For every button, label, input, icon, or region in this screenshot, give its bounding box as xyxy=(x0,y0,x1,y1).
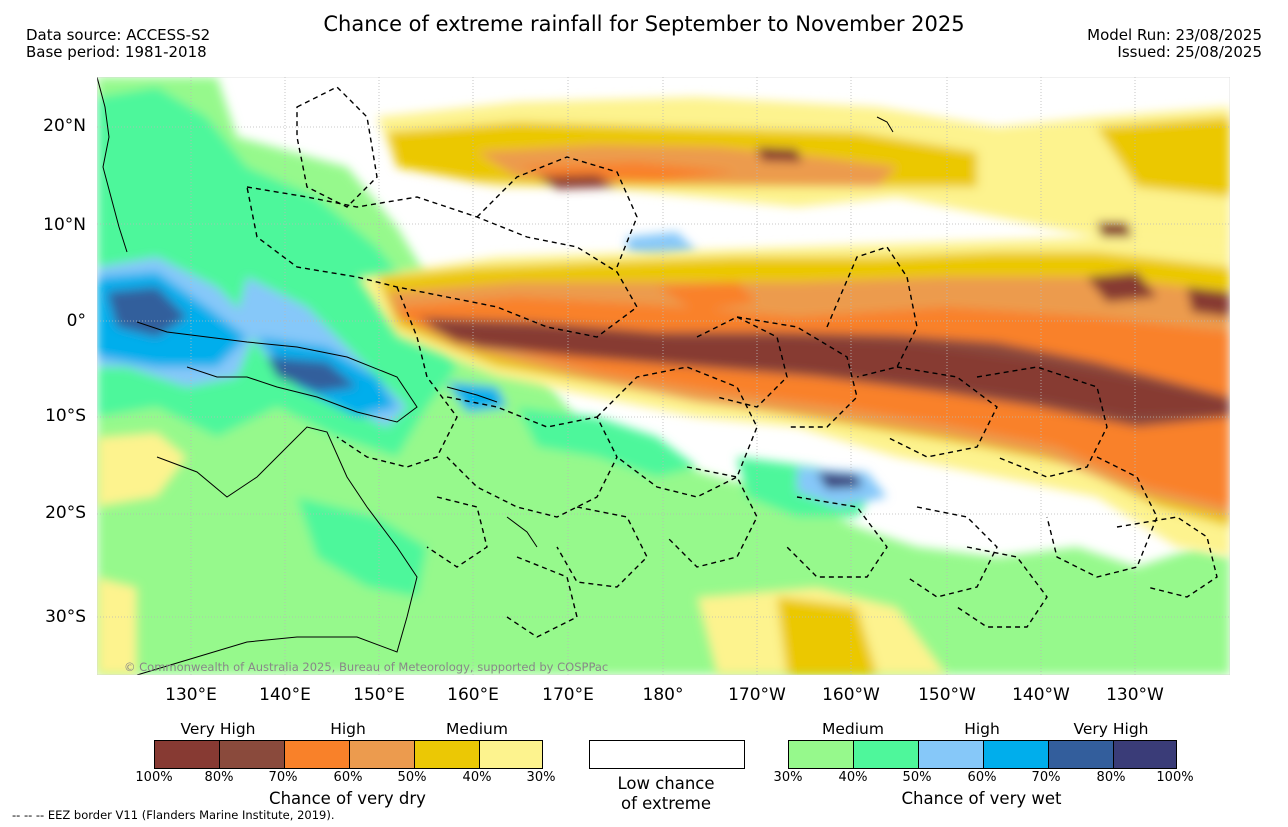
lon-label-130w: 130°W xyxy=(1106,685,1164,705)
dry-tick-50: 50% xyxy=(397,770,427,785)
dry-header-high: High xyxy=(330,720,366,738)
dry-caption: Chance of very dry xyxy=(269,789,426,808)
lon-label-130e: 130°E xyxy=(165,685,217,705)
lon-label-150e: 150°E xyxy=(353,685,405,705)
lat-label-0: 0° xyxy=(66,311,86,331)
dry-swatch-1 xyxy=(155,741,220,768)
dry-tick-100: 100% xyxy=(135,770,173,785)
lat-label-10n: 10°N xyxy=(43,215,86,235)
dry-tick-60: 60% xyxy=(333,770,363,785)
low-chance-line2: of extreme xyxy=(620,794,712,813)
data-info: Data source: ACCESS-S2 Base period: 1981… xyxy=(26,27,210,61)
base-period: Base period: 1981-2018 xyxy=(26,43,207,61)
solomon-coast xyxy=(446,386,498,403)
wet-tick-60: 60% xyxy=(967,770,997,785)
dry-swatch-5 xyxy=(415,741,480,768)
data-source: Data source: ACCESS-S2 xyxy=(26,26,211,44)
dry-legend-bar xyxy=(154,740,543,769)
lon-label-180: 180° xyxy=(642,685,684,705)
run-info: Model Run: 23/08/2025 Issued: 25/08/2025 xyxy=(1087,27,1262,61)
model-run: Model Run: 23/08/2025 xyxy=(1087,26,1262,44)
wet-caption: Chance of very wet xyxy=(901,789,1062,808)
dry-swatch-4 xyxy=(350,741,415,768)
wet-region-layer xyxy=(97,77,1230,675)
wet-tick-50: 50% xyxy=(902,770,932,785)
lon-label-140w: 140°W xyxy=(1012,685,1070,705)
wet-tick-70: 70% xyxy=(1031,770,1061,785)
dry-tick-40: 40% xyxy=(462,770,492,785)
wet-header-very-high: Very High xyxy=(1073,720,1149,738)
dry-tick-80: 80% xyxy=(204,770,234,785)
dry-header-very-high: Very High xyxy=(180,720,256,738)
eez-borders xyxy=(246,86,1218,638)
low-chance-swatch xyxy=(589,740,745,769)
lat-label-20s: 20°S xyxy=(45,503,86,523)
lat-label-20n: 20°N xyxy=(43,116,86,136)
philippines-coast xyxy=(97,77,128,253)
lon-label-140e: 140°E xyxy=(259,685,311,705)
dry-swatch-3 xyxy=(285,741,350,768)
wet-header-medium: Medium xyxy=(822,720,884,738)
wet-tick-80: 80% xyxy=(1096,770,1126,785)
lon-label-170w: 170°W xyxy=(728,685,786,705)
wet-legend-bar xyxy=(788,740,1177,769)
wet-swatch-5 xyxy=(1049,741,1114,768)
dry-tick-70: 70% xyxy=(268,770,298,785)
australia-coast xyxy=(136,426,418,675)
low-chance-line1: Low chance xyxy=(617,774,715,793)
rainfall-map xyxy=(97,77,1230,675)
dry-header-medium: Medium xyxy=(446,720,508,738)
lon-label-160e: 160°E xyxy=(447,685,499,705)
coastlines xyxy=(97,77,894,675)
lon-label-150w: 150°W xyxy=(918,685,976,705)
dry-swatch-2 xyxy=(220,741,285,768)
wet-swatch-4 xyxy=(984,741,1049,768)
lat-label-10s: 10°S xyxy=(45,406,86,426)
dry-tick-30: 30% xyxy=(526,770,556,785)
wet-header-high: High xyxy=(964,720,1000,738)
lat-label-30s: 30°S xyxy=(45,607,86,627)
wet-swatch-2 xyxy=(854,741,919,768)
new-guinea-coast xyxy=(136,321,418,423)
wet-tick-40: 40% xyxy=(838,770,868,785)
map-title: Chance of extreme rainfall for September… xyxy=(323,12,965,36)
dry-swatch-6 xyxy=(480,741,542,768)
lon-label-170e: 170°E xyxy=(542,685,594,705)
new-caledonia-coast xyxy=(506,516,538,548)
hawaii-coast xyxy=(876,116,894,133)
wet-swatch-3 xyxy=(919,741,984,768)
issued-date: Issued: 25/08/2025 xyxy=(1117,43,1262,61)
lon-label-160w: 160°W xyxy=(822,685,880,705)
wet-swatch-1 xyxy=(789,741,854,768)
wet-tick-30: 30% xyxy=(773,770,803,785)
wet-swatch-6 xyxy=(1114,741,1176,768)
eez-footnote: -- -- -- EEZ border V11 (Flanders Marine… xyxy=(12,808,335,822)
low-chance-caption: Low chance of extreme xyxy=(589,774,743,814)
graticule xyxy=(97,77,1230,675)
wet-tick-100: 100% xyxy=(1156,770,1194,785)
copyright-note: © Commonwealth of Australia 2025, Bureau… xyxy=(124,660,609,674)
